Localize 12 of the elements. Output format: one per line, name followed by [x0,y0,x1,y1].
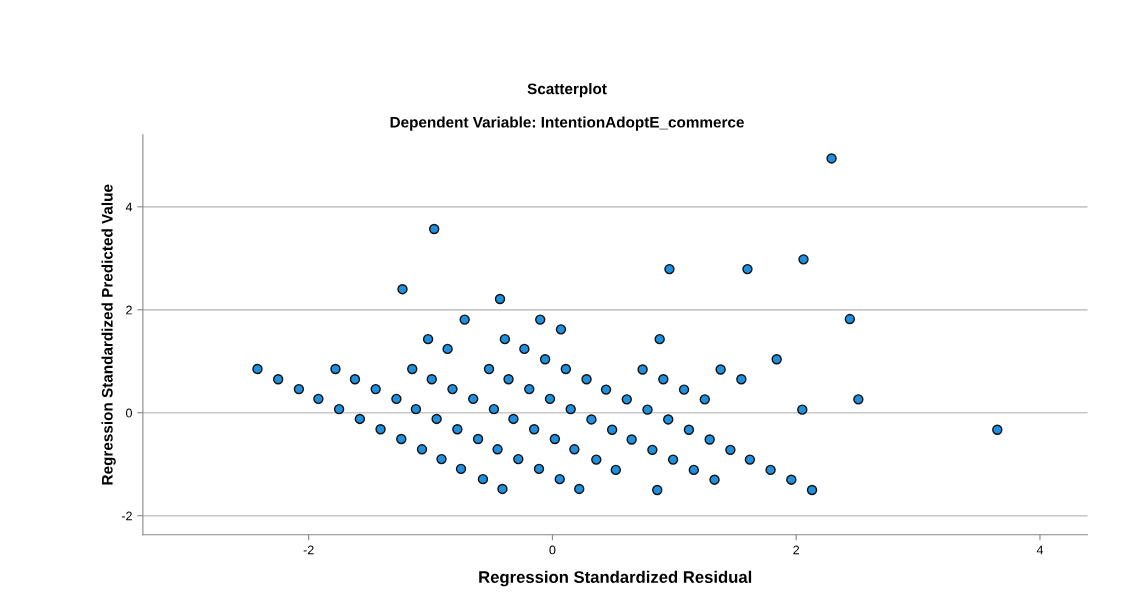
x-tick-label: 4 [1036,545,1044,555]
chart-subtitle: Dependent Variable: IntentionAdoptE_commerce [390,116,744,131]
y-tick-label: 0 [126,408,132,418]
x-axis-title: Regression Standardized Residual [479,570,752,587]
y-tick-label: 2 [126,305,132,315]
y-axis-title: Regression Standardized Predicted Value [101,184,116,485]
x-tick-label: 0 [549,545,556,555]
y-tick-label: 4 [125,202,133,212]
y-tick-label: -2 [121,511,132,521]
x-tick-label: 2 [793,545,800,555]
x-tick-label: -2 [303,545,314,555]
chart-title: Scatterplot [527,83,607,98]
